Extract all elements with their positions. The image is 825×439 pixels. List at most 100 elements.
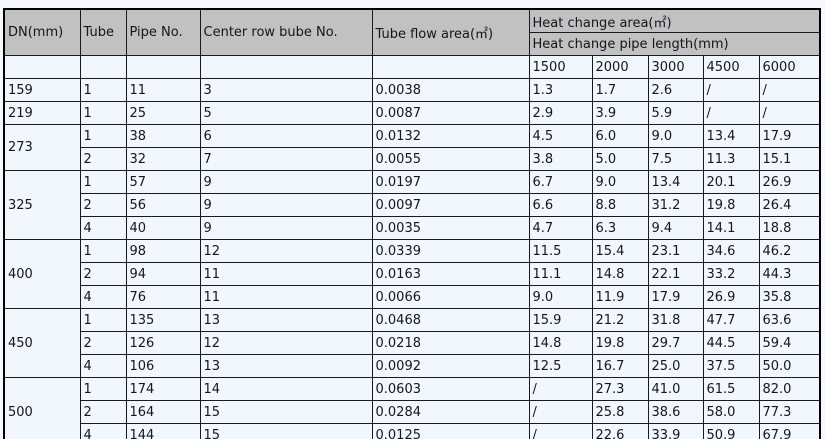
heat-area-cell: 14.1 — [702, 216, 760, 240]
heat-area-cell: 8.8 — [591, 193, 649, 217]
length-header-cell: 3000 — [647, 55, 704, 79]
heat-area-cell: 13.4 — [647, 170, 704, 194]
heat-area-cell: 63.6 — [758, 308, 821, 332]
length-row: 1500 2000 3000 4500 6000 — [3, 55, 821, 79]
pipe-no-cell: 11 — [125, 78, 201, 102]
heat-area-cell: / — [528, 423, 593, 439]
heat-area-cell: 33.9 — [647, 423, 704, 439]
heat-area-cell: 9.0 — [528, 285, 593, 309]
flow-area-cell: 0.0066 — [371, 285, 530, 309]
flow-area-cell: 0.0284 — [371, 400, 530, 424]
spacer-cell — [79, 55, 127, 79]
pipe-no-cell: 94 — [125, 262, 201, 286]
tube-cell: 1 — [79, 377, 127, 401]
pipe-no-cell: 135 — [125, 308, 201, 332]
heat-area-cell: 11.3 — [702, 147, 760, 171]
heat-area-cell: 58.0 — [702, 400, 760, 424]
dn-cell: 450 — [3, 308, 81, 378]
column-header-pipe-no: Pipe No. — [125, 8, 201, 56]
pipe-no-cell: 38 — [125, 124, 201, 148]
flow-area-cell: 0.0055 — [371, 147, 530, 171]
heat-area-cell: 25.0 — [647, 354, 704, 378]
spacer-cell — [371, 55, 530, 79]
pipe-no-cell: 32 — [125, 147, 201, 171]
table-row: 273 1 38 6 0.0132 4.5 6.0 9.0 13.4 17.9 — [3, 124, 821, 171]
heat-area-cell: / — [528, 400, 593, 424]
heat-area-cell: 15.1 — [758, 147, 821, 171]
heat-area-cell: 17.9 — [758, 124, 821, 148]
spacer-cell — [199, 55, 373, 79]
heat-area-cell: 15.4 — [591, 239, 649, 263]
heat-area-cell: 37.5 — [702, 354, 760, 378]
flow-area-cell: 0.0092 — [371, 354, 530, 378]
heat-area-cell: 6.0 — [591, 124, 649, 148]
tube-cell: 2 — [79, 331, 127, 355]
flow-area-cell: 0.0035 — [371, 216, 530, 240]
tube-cell: 1 — [79, 170, 127, 194]
heat-area-cell: 46.2 — [758, 239, 821, 263]
heat-area-cell: 22.6 — [591, 423, 649, 439]
column-header-center-row: Center row bube No. — [199, 8, 373, 56]
center-row-cell: 11 — [199, 262, 373, 286]
length-header-cell: 4500 — [702, 55, 760, 79]
center-row-cell: 9 — [199, 170, 373, 194]
length-header-cell: 6000 — [758, 55, 821, 79]
flow-area-cell: 0.0097 — [371, 193, 530, 217]
heat-area-cell: 44.5 — [702, 331, 760, 355]
heat-area-cell: 82.0 — [758, 377, 821, 401]
heat-area-cell: 41.0 — [647, 377, 704, 401]
heat-area-cell: 20.1 — [702, 170, 760, 194]
heat-area-cell: 1.3 — [528, 78, 593, 102]
heat-area-cell: 19.8 — [702, 193, 760, 217]
heat-area-cell: 14.8 — [591, 262, 649, 286]
heat-area-cell: 13.4 — [702, 124, 760, 148]
pipe-no-cell: 144 — [125, 423, 201, 439]
heat-area-cell: 50.9 — [702, 423, 760, 439]
heat-area-cell: 5.0 — [591, 147, 649, 171]
table-row: 159 1 11 3 0.0038 1.3 1.7 2.6// — [3, 78, 821, 102]
heat-area-cell: 23.1 — [647, 239, 704, 263]
tube-cell: 1 — [79, 78, 127, 102]
center-row-cell: 11 — [199, 285, 373, 309]
flow-area-cell: 0.0603 — [371, 377, 530, 401]
heat-area-cell: 2.9 — [528, 101, 593, 125]
dn-cell: 273 — [3, 124, 81, 171]
flow-area-cell: 0.0468 — [371, 308, 530, 332]
center-row-cell: 7 — [199, 147, 373, 171]
pipe-no-cell: 106 — [125, 354, 201, 378]
center-row-cell: 6 — [199, 124, 373, 148]
length-header-cell: 1500 — [528, 55, 593, 79]
heat-area-cell: 11.9 — [591, 285, 649, 309]
heat-area-cell: 18.8 — [758, 216, 821, 240]
pipe-no-cell: 76 — [125, 285, 201, 309]
heat-area-cell: 5.9 — [647, 101, 704, 125]
header-row-top: DN(mm) Tube Pipe No. Center row bube No.… — [3, 8, 821, 56]
dn-cell: 500 — [3, 377, 81, 439]
table-row: 2 94 11 0.0163 11.1 14.8 22.1 33.2 44.3 — [4, 262, 821, 286]
heat-area-cell: 22.1 — [647, 262, 704, 286]
dn-cell: 219 — [3, 101, 81, 125]
heat-area-cell: / — [702, 78, 760, 102]
length-header-cell: 2000 — [591, 55, 649, 79]
heat-area-cell: / — [758, 78, 821, 102]
heat-area-cell: 59.4 — [758, 331, 821, 355]
heat-area-cell: 38.6 — [647, 400, 704, 424]
heat-area-cell: 47.7 — [702, 308, 760, 332]
center-row-cell: 12 — [199, 331, 373, 355]
center-row-cell: 14 — [199, 377, 373, 401]
heat-area-cell: 9.0 — [647, 124, 704, 148]
pipe-no-cell: 40 — [125, 216, 201, 240]
table-header: DN(mm) Tube Pipe No. Center row bube No.… — [3, 8, 821, 79]
center-row-cell: 5 — [199, 101, 373, 125]
tube-cell: 4 — [79, 423, 127, 439]
heat-area-cell: 6.3 — [591, 216, 649, 240]
heat-area-cell: 26.9 — [702, 285, 760, 309]
heat-area-cell: 6.6 — [528, 193, 593, 217]
heat-area-cell: 29.7 — [647, 331, 704, 355]
heat-area-cell: 2.6 — [647, 78, 704, 102]
heat-area-cell: 44.3 — [758, 262, 821, 286]
flow-area-cell: 0.0087 — [371, 101, 530, 125]
table-body: 159 1 11 3 0.0038 1.3 1.7 2.6//219 1 25 5 0.0087 2.9… — [3, 78, 821, 439]
header-row-sub: Heat change pipe length(mm) — [4, 32, 821, 56]
